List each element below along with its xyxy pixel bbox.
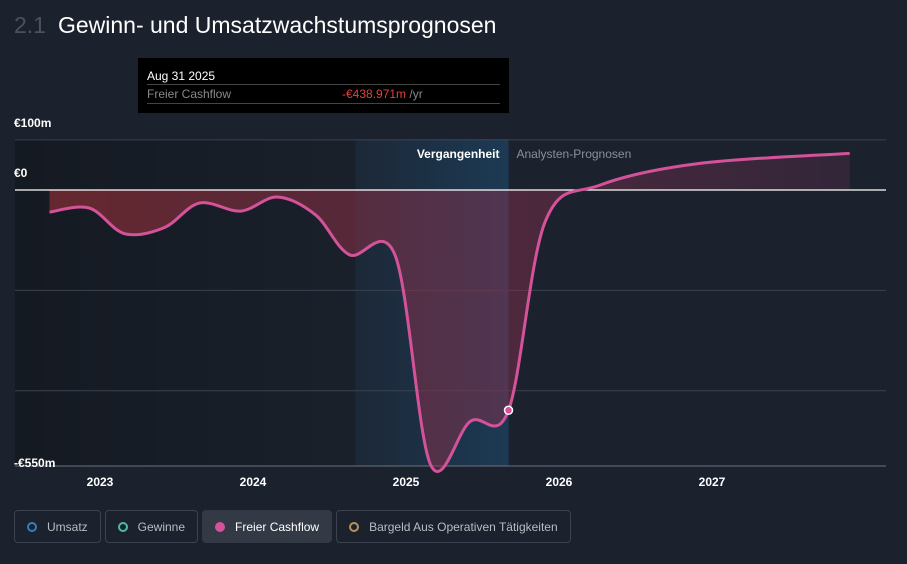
- x-tick-label: 2027: [699, 475, 726, 489]
- umsatz-dot-icon: [27, 521, 37, 532]
- forecast-label: Analysten-Prognosen: [517, 147, 632, 161]
- cashflow-area: [49, 153, 850, 472]
- y-tick-label: €100m: [14, 116, 51, 130]
- section-number: 2.1: [14, 12, 46, 38]
- title-text: Gewinn- und Umsatzwachstumsprognosen: [57, 12, 497, 38]
- tooltip-series: Freier Cashflow: [147, 87, 232, 101]
- legend-gewinne-button[interactable]: Gewinne: [104, 510, 199, 543]
- legend-freier-cashflow-button[interactable]: Freier Cashflow: [202, 510, 333, 543]
- legend-label: Freier Cashflow: [235, 519, 320, 534]
- x-tick-label: 2025: [393, 475, 420, 489]
- cashflow-line: [49, 151, 850, 474]
- y-tick-label: €0: [14, 166, 28, 180]
- tooltip-date: Aug 31 2025: [147, 69, 216, 83]
- legend-umsatz-button[interactable]: Umsatz: [14, 510, 101, 543]
- highlight-point: [503, 405, 514, 416]
- page-title: 2.1 Gewinn- und Umsatzwachstumsprognosen: [14, 12, 496, 39]
- y-tick-label: -€550m: [14, 456, 55, 470]
- tooltip-unit: /yr: [409, 87, 423, 101]
- legend-label: Bargeld Aus Operativen Tätigkeiten: [369, 519, 558, 534]
- x-tick-label: 2026: [546, 475, 573, 489]
- bargeld-dot-icon: [349, 521, 360, 532]
- cashflow-dot-icon: [215, 521, 226, 532]
- tooltip: Aug 31 2025 Freier Cashflow -€438.971m /y…: [138, 58, 509, 113]
- legend-label: Umsatz: [47, 519, 88, 534]
- gewinne-dot-icon: [117, 521, 128, 532]
- chart: €100m €0 -€550m 2023 2024 2025 2026 2027 Vergang…: [14, 116, 886, 489]
- legend-label: Gewinne: [137, 519, 186, 534]
- x-tick-label: 2024: [240, 475, 267, 489]
- tooltip-value: -€438.971m: [342, 87, 407, 101]
- history-shade: [15, 139, 356, 466]
- x-tick-label: 2023: [87, 475, 114, 489]
- past-label: Vergangenheit: [417, 147, 500, 161]
- legend: Umsatz Gewinne Freier Cashflow Bargeld A…: [14, 510, 571, 543]
- legend-bargeld-button[interactable]: Bargeld Aus Operativen Tätigkeiten: [336, 510, 571, 543]
